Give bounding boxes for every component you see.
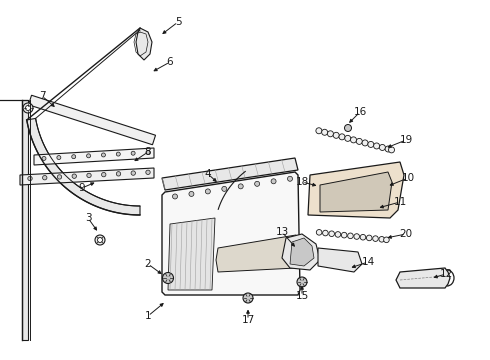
Circle shape <box>350 137 357 143</box>
Polygon shape <box>162 158 298 190</box>
Text: 9: 9 <box>79 183 85 193</box>
Circle shape <box>347 233 353 239</box>
Polygon shape <box>136 28 152 60</box>
Polygon shape <box>27 118 140 215</box>
Circle shape <box>368 141 374 148</box>
Circle shape <box>379 144 385 150</box>
Polygon shape <box>162 172 300 295</box>
Circle shape <box>333 132 339 138</box>
Circle shape <box>317 230 322 235</box>
Circle shape <box>116 172 121 176</box>
Circle shape <box>116 152 120 156</box>
Polygon shape <box>22 100 28 340</box>
Circle shape <box>243 293 253 303</box>
Polygon shape <box>312 180 328 190</box>
Text: 2: 2 <box>145 259 151 269</box>
Text: 3: 3 <box>85 213 91 223</box>
Circle shape <box>43 176 47 180</box>
Circle shape <box>297 277 307 287</box>
Text: 12: 12 <box>440 269 453 279</box>
Circle shape <box>288 176 293 181</box>
Polygon shape <box>20 168 154 185</box>
Text: 15: 15 <box>295 291 309 301</box>
Text: 16: 16 <box>353 107 367 117</box>
Polygon shape <box>290 238 314 266</box>
Polygon shape <box>216 235 298 272</box>
Circle shape <box>87 173 91 177</box>
Text: 1: 1 <box>145 311 151 321</box>
Polygon shape <box>396 268 450 288</box>
Text: 19: 19 <box>399 135 413 145</box>
Polygon shape <box>34 148 154 165</box>
Text: 18: 18 <box>295 177 309 187</box>
Circle shape <box>72 155 76 159</box>
Circle shape <box>131 171 135 175</box>
Polygon shape <box>168 218 215 290</box>
Circle shape <box>28 176 32 181</box>
Circle shape <box>72 174 76 178</box>
Circle shape <box>23 103 33 113</box>
Text: 4: 4 <box>205 169 211 179</box>
Circle shape <box>321 129 328 135</box>
Text: 10: 10 <box>401 173 415 183</box>
Polygon shape <box>318 248 362 272</box>
Circle shape <box>101 172 106 177</box>
Circle shape <box>389 147 394 153</box>
Text: 11: 11 <box>393 197 407 207</box>
Polygon shape <box>282 234 320 270</box>
Circle shape <box>384 237 389 243</box>
Text: 7: 7 <box>39 91 45 101</box>
Circle shape <box>163 273 173 284</box>
Circle shape <box>57 175 62 179</box>
Circle shape <box>327 131 333 137</box>
Circle shape <box>339 134 345 140</box>
Circle shape <box>271 179 276 184</box>
Circle shape <box>42 156 46 161</box>
Circle shape <box>373 236 378 242</box>
Text: 14: 14 <box>362 257 375 267</box>
Circle shape <box>222 186 227 192</box>
Circle shape <box>131 151 135 155</box>
Text: 17: 17 <box>242 315 255 325</box>
Circle shape <box>356 138 362 144</box>
Circle shape <box>379 237 385 242</box>
Circle shape <box>335 231 341 237</box>
Circle shape <box>189 192 194 197</box>
Circle shape <box>367 235 372 241</box>
Text: 20: 20 <box>399 229 413 239</box>
Text: 8: 8 <box>145 147 151 157</box>
Circle shape <box>87 154 91 158</box>
Circle shape <box>316 128 322 134</box>
Text: 13: 13 <box>275 227 289 237</box>
Circle shape <box>25 105 30 111</box>
Text: 6: 6 <box>167 57 173 67</box>
Circle shape <box>172 194 177 199</box>
Circle shape <box>329 231 335 237</box>
Circle shape <box>313 181 319 187</box>
Circle shape <box>98 238 102 243</box>
Polygon shape <box>320 172 392 212</box>
Circle shape <box>344 125 351 131</box>
Circle shape <box>205 189 210 194</box>
Circle shape <box>354 234 360 239</box>
Text: 5: 5 <box>175 17 181 27</box>
Circle shape <box>345 135 351 141</box>
Circle shape <box>373 143 380 149</box>
Circle shape <box>95 235 105 245</box>
Circle shape <box>101 153 105 157</box>
Circle shape <box>342 232 347 238</box>
Polygon shape <box>28 95 155 145</box>
Circle shape <box>322 230 328 236</box>
Circle shape <box>360 234 366 240</box>
Circle shape <box>362 140 368 146</box>
Circle shape <box>238 184 243 189</box>
Circle shape <box>146 150 150 154</box>
Polygon shape <box>308 162 404 218</box>
Circle shape <box>385 146 391 152</box>
Circle shape <box>146 170 150 175</box>
Circle shape <box>255 181 260 186</box>
Circle shape <box>57 156 61 159</box>
